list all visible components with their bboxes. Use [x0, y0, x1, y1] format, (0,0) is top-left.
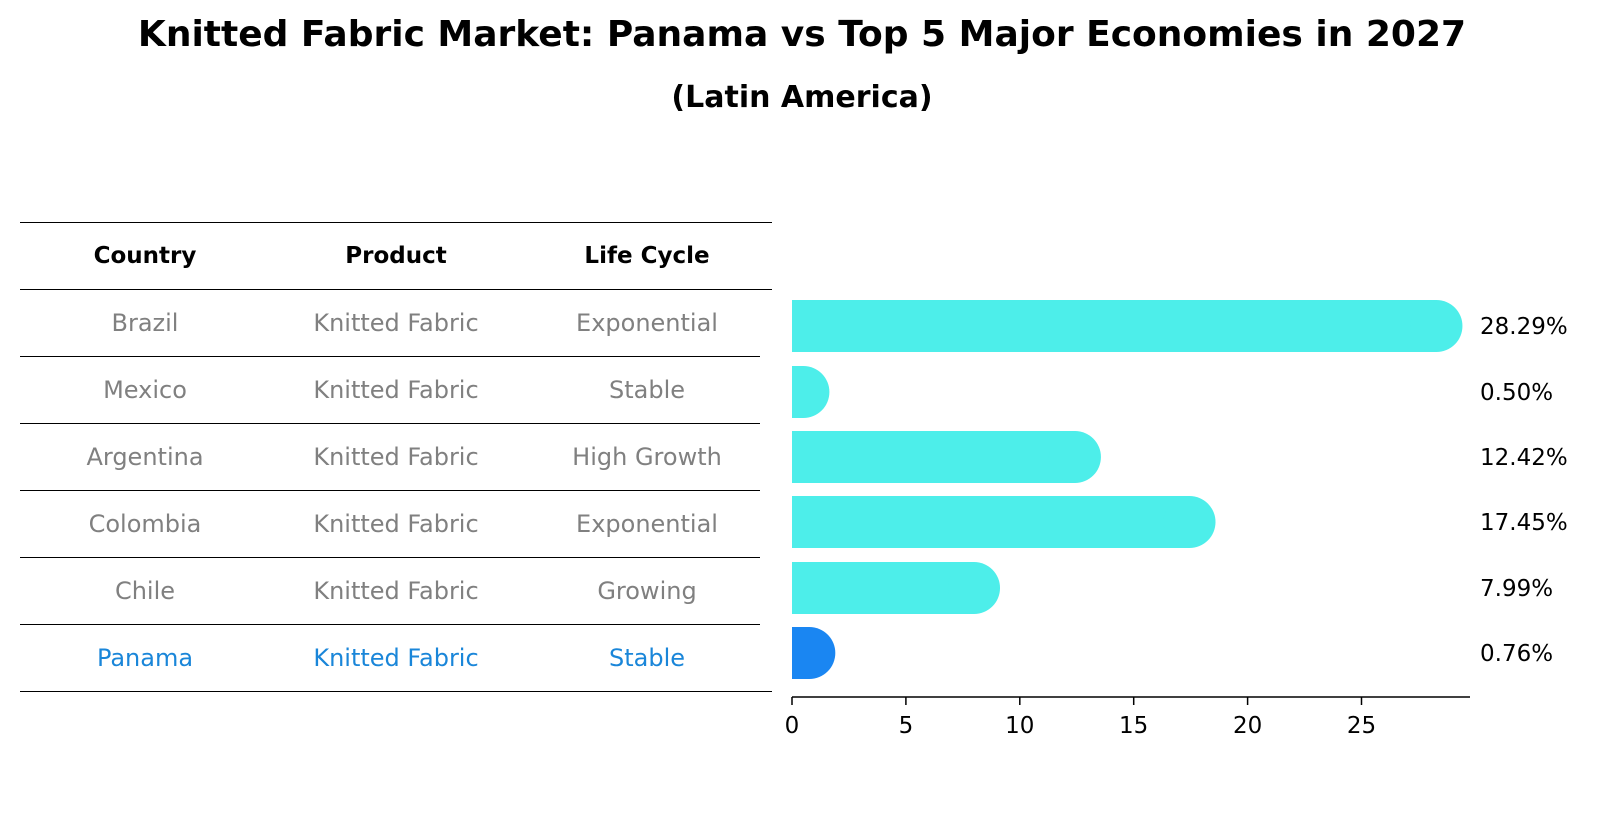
bar-cap: [783, 627, 836, 679]
bar: [792, 431, 1075, 483]
bar-cap: [1048, 431, 1101, 483]
cell-country: Colombia: [88, 510, 202, 538]
x-tick-label: 0: [785, 713, 800, 739]
bar-value-label: 28.29%: [1480, 314, 1568, 340]
cell-life-cycle: High Growth: [572, 443, 722, 471]
table-header-row: Country Product Life Cycle: [20, 222, 772, 289]
header-product: Product: [345, 243, 447, 269]
bar-cap: [1410, 300, 1463, 352]
bar-cap: [1163, 496, 1216, 548]
table-row-highlighted: Panama Knitted Fabric Stable: [20, 624, 772, 692]
cell-product: Knitted Fabric: [313, 510, 479, 538]
bar-value-label: 7.99%: [1480, 576, 1553, 602]
cell-country: Chile: [114, 577, 176, 605]
bar-value-label: 12.42%: [1480, 445, 1568, 471]
cell-country: Panama: [96, 644, 194, 672]
cell-life-cycle: Stable: [608, 644, 686, 672]
cell-product: Knitted Fabric: [313, 376, 479, 404]
cell-life-cycle: Exponential: [576, 510, 718, 538]
x-tick-label: 20: [1233, 713, 1262, 739]
market-table: Country Product Life Cycle Brazil Knitte…: [20, 222, 772, 692]
table-row: Brazil Knitted Fabric Exponential: [20, 289, 772, 356]
cell-country: Argentina: [86, 443, 204, 471]
chart-title: Knitted Fabric Market: Panama vs Top 5 M…: [137, 14, 1467, 55]
cell-product: Knitted Fabric: [313, 309, 479, 337]
bar-cap: [948, 562, 1001, 614]
cell-product: Knitted Fabric: [313, 644, 479, 672]
cell-product: Knitted Fabric: [313, 443, 479, 471]
bar: [792, 300, 1437, 352]
chart-subtitle: (Latin America): [671, 80, 933, 115]
cell-country: Mexico: [103, 376, 187, 404]
x-tick-label: 10: [1005, 713, 1034, 739]
x-tick-label: 5: [899, 713, 914, 739]
axis-left-mask: [760, 290, 792, 690]
x-tick-label: 15: [1119, 713, 1148, 739]
cell-life-cycle: Stable: [608, 376, 686, 404]
cell-life-cycle: Exponential: [576, 309, 718, 337]
table-row: Colombia Knitted Fabric Exponential: [20, 490, 772, 557]
bar-value-label: 17.45%: [1480, 510, 1568, 536]
bar-value-label: 0.50%: [1480, 380, 1553, 406]
x-tick-label: 25: [1347, 713, 1376, 739]
header-country: Country: [93, 243, 197, 269]
cell-country: Brazil: [111, 309, 179, 337]
table-row: Chile Knitted Fabric Growing: [20, 557, 772, 624]
table-row: Argentina Knitted Fabric High Growth: [20, 423, 772, 490]
header-life-cycle: Life Cycle: [584, 243, 710, 269]
bar: [792, 562, 975, 614]
bar: [792, 496, 1190, 548]
bar-value-label: 0.76%: [1480, 641, 1553, 667]
cell-life-cycle: Growing: [597, 577, 697, 605]
table-row: Mexico Knitted Fabric Stable: [20, 356, 772, 423]
cell-product: Knitted Fabric: [313, 577, 479, 605]
